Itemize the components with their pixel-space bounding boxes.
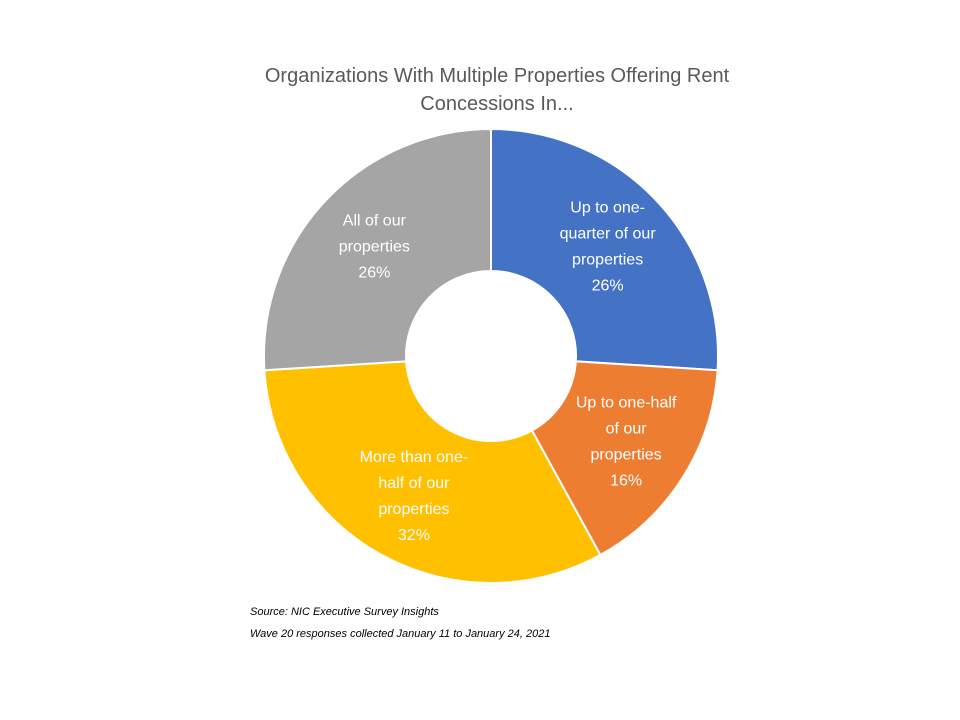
slice-label-line: Up to one-half: [576, 395, 677, 412]
slice-label-line: of our: [606, 421, 648, 438]
slice-label-line: More than one-: [360, 449, 469, 466]
slice-label-line: half of our: [378, 475, 450, 492]
slice-label-line: quarter of our: [560, 225, 657, 242]
slice-label-line: properties: [339, 238, 410, 255]
slice-label-line: properties: [378, 501, 449, 518]
slice-value-label: 16%: [610, 473, 642, 490]
slice-label-2: Up to one-half of our properties 16%: [576, 395, 677, 490]
donut-slice-1: [490, 127, 719, 372]
slice-label-3: More than one-half of our properties 32%: [360, 449, 469, 544]
wave-note: Wave 20 responses collected January 11 t…: [250, 628, 551, 640]
donut-slice-3: [263, 360, 602, 584]
slice-value-label: 26%: [592, 277, 624, 294]
donut-slice-2: [530, 360, 719, 557]
slice-label-1: Up to one-quarter of our properties 26%: [560, 199, 657, 294]
chart-title-line-1: Organizations With Multiple Properties O…: [264, 65, 730, 87]
slice-label-line: properties: [572, 251, 643, 268]
slice-label-line: Up to one-: [570, 199, 645, 216]
chart-title-line-2: Concessions In...: [420, 93, 574, 115]
slice-value-label: 32%: [398, 527, 430, 544]
slice-label-line: All of our: [343, 212, 407, 229]
chart-title: Organizations With Multiple Properties O…: [180, 62, 814, 118]
donut-slice-4: [263, 127, 492, 372]
slice-label-line: properties: [591, 447, 662, 464]
slice-value-label: 26%: [358, 264, 390, 281]
source-note: Source: NIC Executive Survey Insights: [250, 606, 439, 618]
slice-label-4: All of our properties 26%: [339, 212, 410, 281]
